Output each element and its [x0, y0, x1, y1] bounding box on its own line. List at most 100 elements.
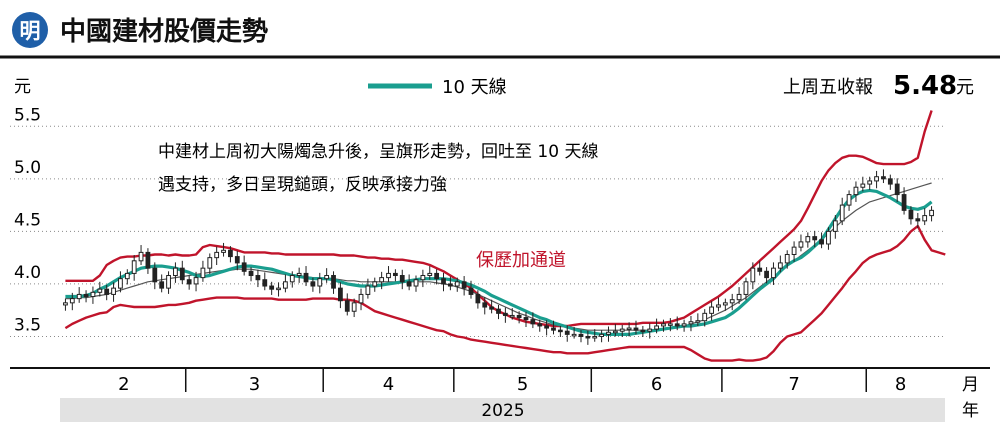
- candle-body: [702, 312, 708, 322]
- candle: [179, 260, 185, 284]
- x-tick-label-month-6: 6: [651, 374, 662, 395]
- candle-body: [509, 314, 515, 318]
- candle-body: [338, 287, 343, 302]
- candle-body: [166, 275, 171, 289]
- candle-body: [186, 279, 192, 285]
- candle-body: [145, 251, 151, 269]
- candle-body: [716, 304, 721, 308]
- candle: [839, 197, 845, 226]
- candle-body: [269, 285, 275, 290]
- candle: [771, 262, 776, 285]
- bollinger-lower-line: [64, 224, 946, 362]
- candle-body: [874, 176, 879, 182]
- candle: [846, 190, 852, 211]
- candle: [399, 269, 405, 290]
- candle-body: [798, 241, 804, 248]
- candle-body: [661, 323, 666, 327]
- candle: [674, 316, 680, 331]
- candle-body: [406, 281, 412, 287]
- y-tick-labels: 3.5 4.0 4.5 5.0 5.5: [14, 105, 41, 335]
- candle: [186, 275, 192, 290]
- candle: [722, 298, 728, 311]
- candle-body: [173, 267, 178, 277]
- candle-body: [104, 288, 110, 295]
- candle-body: [289, 275, 295, 283]
- candle: [564, 325, 570, 342]
- candle-body: [784, 253, 790, 264]
- last-close-prefix: 上周五收報: [783, 77, 873, 98]
- candle: [159, 274, 165, 293]
- candle: [344, 293, 350, 316]
- candle: [69, 292, 75, 311]
- candle: [461, 276, 467, 296]
- y-tick-label-3.5: 3.5: [14, 315, 41, 335]
- brand-logo-glyph: 明: [20, 19, 41, 43]
- candle-body: [427, 272, 433, 277]
- candle: [489, 299, 495, 314]
- candle-body: [152, 267, 158, 283]
- candle: [612, 323, 618, 337]
- candle-body: [654, 325, 659, 330]
- candle: [750, 262, 756, 290]
- candle: [173, 262, 178, 283]
- candle-body: [853, 186, 859, 196]
- candle-body: [386, 272, 391, 279]
- bollinger-band-label: 保歷加通道: [476, 250, 566, 271]
- candle-body: [571, 333, 577, 337]
- candle-body: [929, 209, 934, 217]
- candle-body: [399, 275, 405, 283]
- candle: [599, 330, 605, 343]
- candle-body: [351, 302, 357, 312]
- candle: [626, 322, 632, 337]
- candle-body: [557, 329, 563, 333]
- candle: [901, 187, 907, 215]
- candle: [420, 269, 426, 288]
- candle: [688, 315, 694, 332]
- candle-body: [606, 331, 611, 335]
- candle-body: [812, 236, 818, 241]
- candle: [681, 319, 687, 332]
- candle: [241, 255, 247, 276]
- candle-body: [867, 180, 873, 185]
- candle: [131, 255, 137, 281]
- candle-body: [496, 308, 501, 314]
- legend-ma10-label: 10 天線: [442, 77, 507, 98]
- candle-body: [241, 262, 247, 272]
- candle-body: [331, 275, 336, 289]
- candle-body: [234, 256, 240, 264]
- candle-body: [262, 279, 268, 287]
- x-tick-label-month-8: 8: [895, 374, 906, 395]
- candle: [468, 280, 474, 299]
- candle-body: [743, 281, 749, 295]
- candle-body: [839, 204, 845, 222]
- candle-body: [722, 302, 728, 306]
- candle-body: [619, 328, 625, 332]
- candle: [118, 271, 123, 293]
- candle-body: [626, 327, 632, 331]
- candle: [413, 275, 419, 292]
- year-axis-unit-label: 年: [962, 401, 979, 421]
- candle: [111, 282, 116, 302]
- candle: [379, 271, 385, 290]
- candle: [695, 313, 701, 326]
- candle: [434, 269, 440, 285]
- candle: [97, 281, 103, 297]
- candle: [310, 277, 316, 292]
- candle-body: [214, 251, 220, 259]
- candle-body: [159, 281, 165, 289]
- candle-body: [633, 327, 639, 331]
- x-tick-label-month-3: 3: [249, 374, 260, 395]
- candle: [276, 282, 281, 297]
- candle-body: [365, 285, 371, 295]
- candle: [640, 325, 646, 337]
- candle: [791, 241, 797, 262]
- candle: [619, 324, 625, 337]
- candle: [365, 278, 371, 299]
- candle-body: [97, 288, 103, 293]
- candle: [585, 330, 591, 345]
- candle-body: [179, 267, 185, 281]
- candle: [214, 246, 220, 266]
- candle: [557, 325, 563, 337]
- chart-title: 中國建材股價走勢: [60, 17, 268, 47]
- candle: [523, 311, 529, 328]
